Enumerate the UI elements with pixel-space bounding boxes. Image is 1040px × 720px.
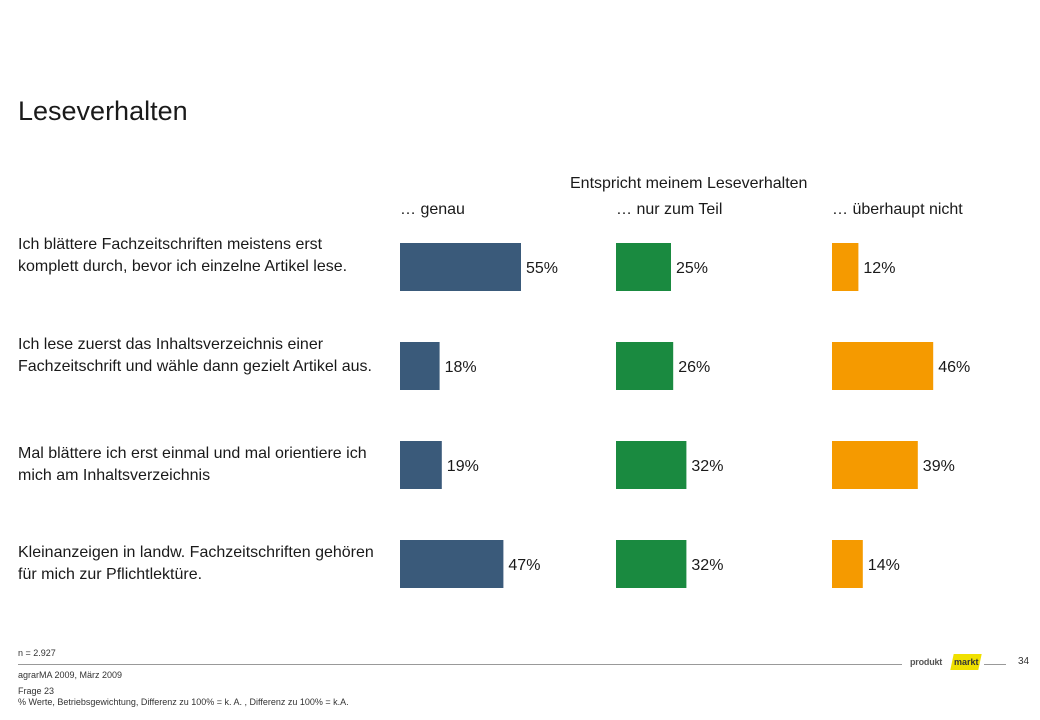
bar-s3-r2 bbox=[832, 342, 934, 390]
bar-label-s1-r1: 55% bbox=[526, 260, 558, 277]
bar-s1-r4 bbox=[400, 540, 504, 588]
bar-s2-r2 bbox=[616, 342, 674, 390]
bar-s1-r3 bbox=[400, 441, 442, 489]
bar-label-s2-r3: 32% bbox=[691, 458, 723, 475]
produktmarkt-logo: produkt markt bbox=[910, 652, 982, 674]
statement-2: Ich lese zuerst das Inhaltsverzeichnis e… bbox=[18, 336, 372, 375]
statement-1: Ich blättere Fachzeitschriften meistens … bbox=[18, 236, 348, 275]
statement-3: Mal blättere ich erst einmal und mal ori… bbox=[18, 445, 367, 484]
bar-label-s3-r4: 14% bbox=[868, 557, 900, 574]
bar-label-s2-r4: 32% bbox=[691, 557, 723, 574]
bar-s1-r2 bbox=[400, 342, 440, 390]
bar-label-s3-r3: 39% bbox=[923, 458, 955, 475]
question-note: Frage 23 bbox=[18, 686, 55, 696]
bar-label-s1-r4: 47% bbox=[508, 557, 540, 574]
values-note: % Werte, Betriebsgewichtung, Differenz z… bbox=[18, 697, 349, 707]
source-note: agrarMA 2009, März 2009 bbox=[18, 670, 123, 680]
footer-divider-left bbox=[18, 664, 902, 665]
bar-s2-r1 bbox=[616, 243, 671, 291]
bar-s2-r4 bbox=[616, 540, 687, 588]
chart-title: Entspricht meinem Leseverhalten bbox=[570, 175, 808, 192]
bar-label-s3-r2: 46% bbox=[938, 359, 970, 376]
logo-text-left: produkt bbox=[910, 657, 943, 667]
bar-s2-r3 bbox=[616, 441, 687, 489]
bar-label-s3-r1: 12% bbox=[863, 260, 895, 277]
bar-s3-r3 bbox=[832, 441, 918, 489]
column-header-genau: … genau bbox=[400, 201, 465, 218]
page-number: 34 bbox=[1018, 656, 1030, 667]
statement-4: Kleinanzeigen in landw. Fachzeitschrifte… bbox=[18, 544, 374, 583]
column-header-nur-zum-teil: … nur zum Teil bbox=[616, 201, 723, 218]
bar-s1-r1 bbox=[400, 243, 521, 291]
page-title: Leseverhalten bbox=[18, 96, 188, 126]
bar-s3-r1 bbox=[832, 243, 859, 291]
logo-text-right: markt bbox=[954, 657, 979, 667]
bar-s3-r4 bbox=[832, 540, 863, 588]
bar-label-s2-r2: 26% bbox=[678, 359, 710, 376]
footer-divider-right bbox=[984, 664, 1006, 665]
bar-label-s2-r1: 25% bbox=[676, 260, 708, 277]
sample-size: n = 2.927 bbox=[18, 648, 56, 658]
bar-label-s1-r3: 19% bbox=[447, 458, 479, 475]
column-header-ueberhaupt-nicht: … überhaupt nicht bbox=[832, 201, 963, 218]
bar-label-s1-r2: 18% bbox=[445, 359, 477, 376]
